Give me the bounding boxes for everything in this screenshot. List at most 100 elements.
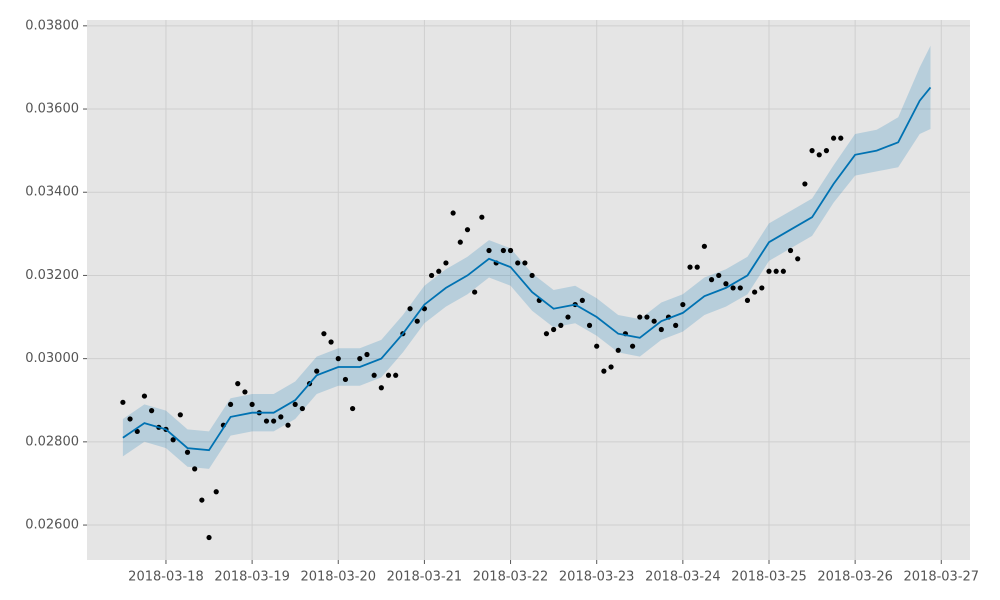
observed-point <box>486 247 492 254</box>
y-tick-label: 0.03400 <box>25 185 79 200</box>
observed-point <box>213 489 219 495</box>
x-tick-label: 2018-03-18 <box>128 570 204 585</box>
observed-point <box>199 497 205 503</box>
x-tick-label: 2018-03-21 <box>387 570 463 585</box>
observed-point <box>787 247 794 254</box>
observed-point <box>579 297 585 304</box>
observed-point <box>629 343 636 349</box>
observed-point <box>766 268 772 274</box>
observed-point <box>271 418 277 424</box>
observed-point <box>601 368 607 374</box>
observed-point <box>443 260 449 266</box>
observed-point <box>673 322 679 328</box>
observed-point <box>795 256 801 262</box>
observed-point <box>227 401 234 408</box>
observed-point <box>464 227 471 233</box>
observed-point <box>644 314 650 320</box>
forecast-line <box>122 86 932 452</box>
observed-point <box>328 339 334 345</box>
observed-point <box>335 356 341 362</box>
observed-point <box>615 347 621 353</box>
observed-point <box>321 331 327 337</box>
observed-point <box>529 272 535 279</box>
uncertainty-band <box>122 45 931 469</box>
observed-point <box>723 281 729 287</box>
y-tick-label: 0.03600 <box>25 102 79 117</box>
observed-point <box>177 412 183 418</box>
observed-point <box>507 247 514 254</box>
observed-point <box>235 381 241 387</box>
observed-point <box>543 331 550 337</box>
observed-point <box>249 401 255 408</box>
observed-point <box>608 364 614 370</box>
observed-point <box>472 289 478 295</box>
observed-point <box>816 152 822 158</box>
x-tick-label: 2018-03-23 <box>559 570 635 585</box>
observed-point <box>378 385 384 391</box>
observed-point <box>342 376 349 383</box>
observed-point <box>299 405 305 412</box>
observed-point <box>350 405 356 412</box>
y-tick-label: 0.02800 <box>25 434 79 449</box>
plot-background <box>87 20 970 560</box>
observed-point <box>450 210 456 216</box>
observed-point <box>385 372 392 378</box>
observed-point <box>428 272 435 279</box>
observed-point <box>120 399 126 405</box>
observed-point <box>479 214 485 220</box>
observed-point <box>170 437 176 443</box>
observed-point <box>651 318 657 324</box>
observed-point <box>586 322 593 328</box>
observed-point <box>192 466 198 472</box>
observed-point <box>206 534 212 541</box>
observed-point <box>680 301 686 308</box>
observed-point <box>407 306 413 312</box>
observed-point <box>134 428 140 435</box>
x-tick-label: 2018-03-19 <box>214 570 290 585</box>
observed-point <box>515 260 521 266</box>
observed-point <box>371 372 377 378</box>
x-tick-label: 2018-03-27 <box>904 570 980 585</box>
observed-point <box>737 285 743 291</box>
observed-point <box>637 314 643 320</box>
y-tick-label: 0.03000 <box>25 351 79 366</box>
observed-point <box>558 322 564 328</box>
y-tick-label: 0.02600 <box>25 518 79 533</box>
observed-point <box>141 393 148 399</box>
observed-point <box>831 135 837 141</box>
x-tick-label: 2018-03-22 <box>473 570 549 585</box>
observed-point <box>687 264 693 270</box>
observed-point <box>522 260 528 266</box>
observed-point <box>414 318 420 324</box>
y-tick-label: 0.03800 <box>25 18 79 33</box>
observed-point <box>701 243 707 249</box>
observed-point <box>393 372 399 378</box>
observed-point <box>242 389 248 395</box>
observed-point <box>565 314 571 320</box>
observed-point <box>730 285 736 291</box>
observed-point <box>263 418 270 424</box>
x-tick-label: 2018-03-20 <box>300 570 376 585</box>
observed-point <box>357 356 363 362</box>
observed-point <box>184 449 191 455</box>
observed-point <box>802 181 808 187</box>
observed-point <box>823 148 830 154</box>
observed-point <box>436 268 442 274</box>
observed-point <box>285 422 291 428</box>
observed-point <box>149 408 155 414</box>
x-tick-label: 2018-03-24 <box>645 570 721 585</box>
observed-point <box>744 297 751 304</box>
y-tick-label: 0.03200 <box>25 268 79 283</box>
observed-point <box>457 239 463 245</box>
observed-point <box>658 326 664 333</box>
observed-point <box>759 285 765 291</box>
observed-point <box>780 268 786 274</box>
observed-point <box>500 247 506 254</box>
observed-point <box>752 289 758 295</box>
observed-point <box>594 343 600 349</box>
x-tick-label: 2018-03-25 <box>731 570 807 585</box>
observed-point <box>314 368 320 374</box>
observed-point <box>708 276 715 283</box>
observed-point <box>127 416 133 422</box>
